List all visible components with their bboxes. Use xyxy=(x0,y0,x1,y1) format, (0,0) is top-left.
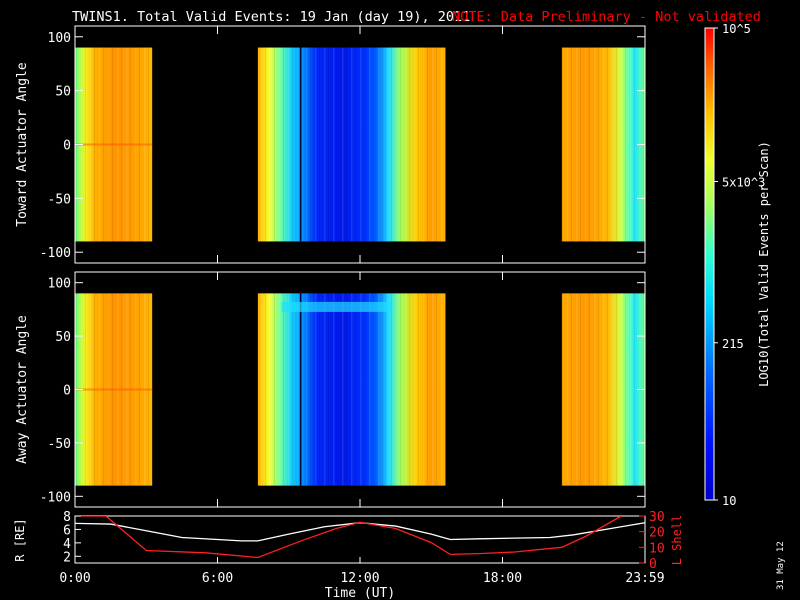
toward-ytick-label: -100 xyxy=(40,246,71,261)
away-panel: 100 50 0 -50 -100 Away Actuator Angle xyxy=(15,271,646,508)
lshell-line xyxy=(75,516,622,559)
orbit-ylabel-right: L Shell xyxy=(670,515,684,566)
colorbar-tick-label: 10 xyxy=(722,494,736,508)
toward-ytick-label: 100 xyxy=(48,31,71,46)
colorbar-tick-label: 10^5 xyxy=(722,22,751,36)
orbit-ytick-left-label: 8 xyxy=(63,510,71,525)
chart-title: TWINS1. Total Valid Events: 19 Jan (day … xyxy=(72,9,470,25)
date-stamp: 31 May 12 xyxy=(776,541,786,590)
orbit-ytick-left-label: 2 xyxy=(63,550,71,565)
away-ytick-label: 50 xyxy=(55,330,71,345)
toward-block-texture-2 xyxy=(561,47,645,242)
toward-panel: 100 50 0 -50 -100 Toward Actuator Angle xyxy=(15,25,646,264)
away-ytick-label: -50 xyxy=(48,437,71,452)
orbit-xtick-label: 18:00 xyxy=(483,571,522,586)
chart-note: NOTE: Data Preliminary - Not validated xyxy=(452,9,761,25)
toward-ytick-label: 50 xyxy=(55,85,71,100)
orbit-ytick-right-label: 0 xyxy=(649,557,657,572)
orbit-ytick-right-label: 30 xyxy=(649,510,665,525)
away-ylabel: Away Actuator Angle xyxy=(15,315,30,464)
orbit-xlabel: Time (UT) xyxy=(325,586,395,600)
toward-ylabel: Toward Actuator Angle xyxy=(15,62,30,227)
away-ytick-label: 100 xyxy=(48,277,71,292)
away-ytick-label: -100 xyxy=(40,490,71,505)
orbit-ytick-right-label: 20 xyxy=(649,526,665,541)
orbit-ytick-left-label: 4 xyxy=(63,537,71,552)
away-cyan-band xyxy=(281,301,391,312)
orbit-xtick-label: 23:59 xyxy=(625,571,664,586)
orbit-xtick-label: 0:00 xyxy=(59,571,90,586)
orbit-ylabel-left: R [RE] xyxy=(13,518,27,561)
toward-ytick-label: 0 xyxy=(63,139,71,154)
orbit-frame xyxy=(74,515,646,564)
away-block-texture-1 xyxy=(257,293,446,486)
away-ytick-label: 0 xyxy=(63,384,71,399)
colorbar-label: LOG10(Total Valid Events per Scan) xyxy=(757,141,771,387)
away-block-texture-2 xyxy=(561,293,645,486)
orbit-xtick-label: 12:00 xyxy=(340,571,379,586)
orbit-xtick-label: 6:00 xyxy=(202,571,233,586)
toward-block-texture-1 xyxy=(257,47,446,242)
colorbar-tick-label: 215 xyxy=(722,337,744,351)
colorbar-tick-label: 5x10^3 xyxy=(722,176,765,190)
colorbar-bar xyxy=(704,27,715,501)
orbit-ytick-right-label: 10 xyxy=(649,541,665,556)
orbit-ytick-left-label: 6 xyxy=(63,523,71,538)
toward-ytick-label: -50 xyxy=(48,192,71,207)
